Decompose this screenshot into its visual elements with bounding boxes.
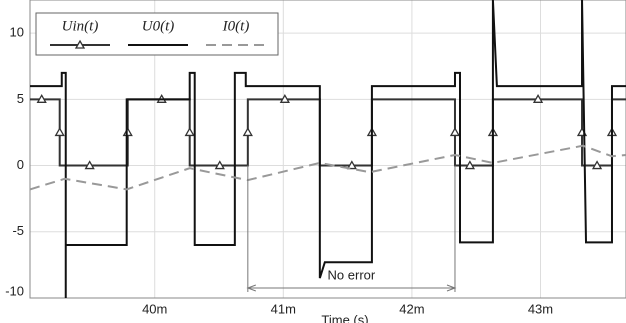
marker <box>214 160 225 170</box>
marker <box>279 94 290 103</box>
marker <box>346 160 357 170</box>
marker <box>449 127 461 137</box>
series-line <box>30 98 626 167</box>
marker <box>242 127 253 137</box>
annotation-arrow <box>246 284 457 292</box>
marker <box>84 160 95 170</box>
y-tick-label: 5 <box>17 91 24 106</box>
marker <box>532 94 544 103</box>
x-axis-label: Time (s) <box>321 312 368 323</box>
annotation-text: No error <box>328 267 376 282</box>
series-line <box>29 144 626 191</box>
plot-frame <box>29 0 626 299</box>
x-tick-label: 40m <box>142 301 167 316</box>
series-line <box>30 0 626 298</box>
marker <box>464 160 476 170</box>
legend-label: U0(t) <box>142 18 175 34</box>
x-tick-label: 43m <box>528 301 553 316</box>
marker <box>54 127 65 137</box>
marker <box>591 160 603 170</box>
legend-marker <box>74 39 86 49</box>
y-tick-label: -10 <box>5 283 24 298</box>
x-tick-label: 41m <box>271 301 296 316</box>
x-tick-label: 42m <box>399 301 424 316</box>
marker <box>184 127 195 137</box>
legend-label: I0(t) <box>222 18 250 34</box>
marker <box>122 127 133 137</box>
y-tick-label: -5 <box>12 223 24 238</box>
legend-label: Uin(t) <box>62 18 99 34</box>
legend: Uin(t) U0(t) I0(t) <box>35 12 279 56</box>
marker <box>36 94 47 103</box>
y-tick-label: 0 <box>17 157 24 172</box>
y-tick-label: 10 <box>10 25 24 40</box>
